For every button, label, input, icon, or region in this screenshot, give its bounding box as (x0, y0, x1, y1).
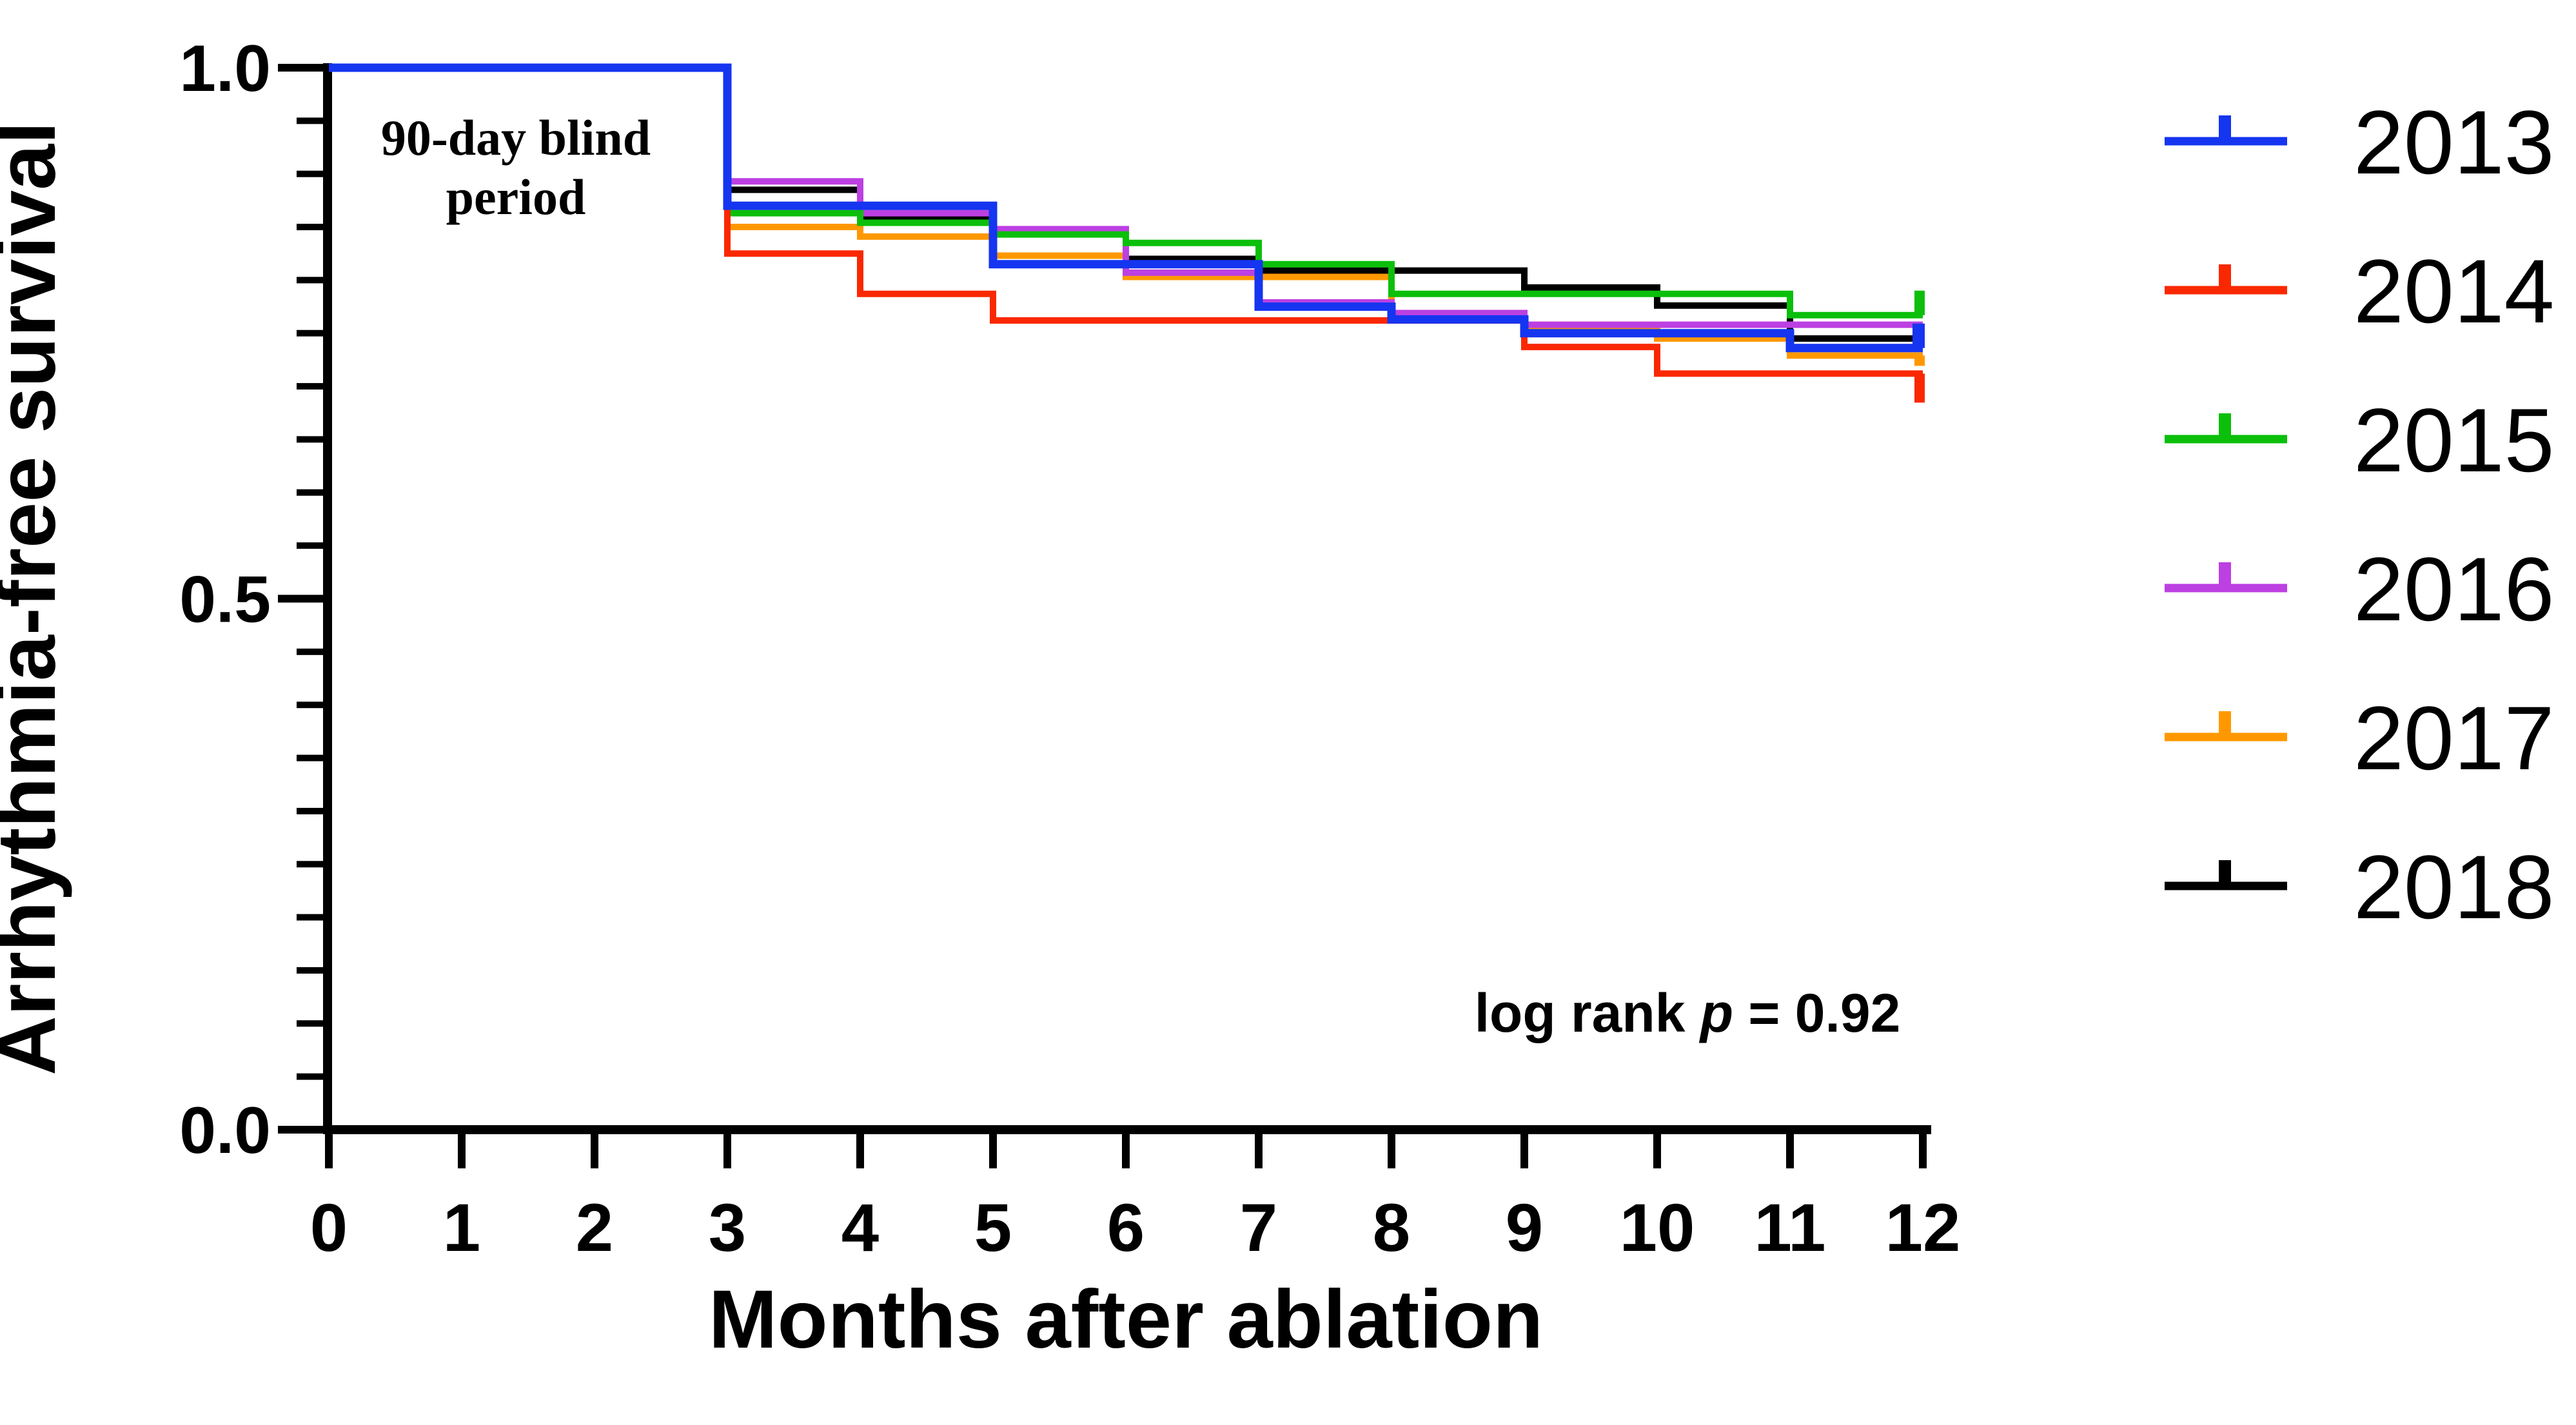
legend-label: 2014 (2354, 241, 2554, 342)
y-minor-tick (297, 383, 328, 390)
logrank-prefix: log rank (1475, 983, 1700, 1043)
x-tick (1786, 1130, 1794, 1168)
tick-layer: 0 1 2 3 4 5 6 7 8 9 10 11 121.00.50.0 (179, 32, 1960, 1266)
x-tick (989, 1130, 997, 1168)
y-minor-tick (297, 861, 328, 868)
x-axis-title: Months after ablation (709, 1273, 1543, 1366)
y-minor-tick (297, 754, 328, 762)
blind-period-line1: 90-day blind (381, 110, 651, 166)
series-line-2015 (329, 64, 1923, 319)
y-minor-tick (297, 967, 328, 974)
legend-tick-icon (2219, 413, 2231, 439)
x-tick-label: 0 (310, 1190, 348, 1266)
x-tick (723, 1130, 731, 1168)
y-minor-tick (297, 1020, 328, 1027)
series-line-2016 (329, 64, 1923, 328)
x-tick (1919, 1130, 1927, 1168)
blind-period-annotation: 90-day blind period (381, 110, 651, 225)
x-tick (1255, 1130, 1263, 1168)
legend-item-2015: 2015 (2165, 389, 2554, 491)
legend-item-2014: 2014 (2165, 241, 2554, 342)
x-tick (856, 1130, 864, 1168)
series-layer (329, 63, 1925, 403)
series-line-2014 (329, 64, 1923, 377)
legend-label: 2016 (2354, 538, 2554, 640)
logrank-p-symbol: p (1699, 983, 1733, 1043)
y-minor-tick (297, 489, 328, 496)
legend-tick-icon (2219, 115, 2231, 141)
x-tick-label: 1 (443, 1190, 480, 1266)
y-minor-tick (297, 224, 328, 231)
legend-label: 2017 (2354, 687, 2554, 789)
y-minor-tick (297, 436, 328, 443)
y-minor-tick (297, 329, 328, 337)
y-tick-label: 1.0 (179, 32, 271, 105)
x-tick-label: 9 (1506, 1190, 1543, 1266)
x-tick (1388, 1130, 1395, 1168)
y-tick (278, 64, 328, 72)
y-minor-tick (297, 648, 328, 655)
legend-item-2016: 2016 (2165, 538, 2554, 640)
x-tick-label: 2 (576, 1190, 613, 1266)
legend-item-2018: 2018 (2165, 836, 2554, 938)
y-axis-title: Arrhythmia-free survival (0, 121, 73, 1076)
y-minor-tick (297, 117, 328, 124)
x-tick (1653, 1130, 1661, 1168)
y-minor-tick (297, 702, 328, 709)
x-tick (591, 1130, 598, 1168)
legend-label: 2015 (2354, 389, 2554, 491)
legend-item-2017: 2017 (2165, 687, 2554, 789)
legend: 2013 2014 2015 2016 2017 2018 (2165, 92, 2554, 938)
x-tick (325, 1130, 333, 1168)
y-minor-tick (297, 170, 328, 177)
x-tick (1520, 1130, 1528, 1168)
x-tick-label: 5 (974, 1190, 1012, 1266)
legend-label: 2018 (2354, 836, 2554, 938)
y-minor-tick (297, 1073, 328, 1080)
x-tick (458, 1130, 466, 1168)
y-minor-tick (297, 542, 328, 549)
legend-tick-icon (2219, 711, 2231, 737)
x-tick-label: 11 (1755, 1190, 1826, 1266)
y-minor-tick (297, 914, 328, 921)
y-tick-label: 0.5 (179, 563, 271, 636)
y-minor-tick (297, 277, 328, 284)
x-tick-label: 3 (709, 1190, 746, 1266)
legend-item-2013: 2013 (2165, 92, 2554, 193)
x-tick-label: 12 (1885, 1190, 1961, 1266)
legend-tick-icon (2219, 264, 2231, 290)
y-tick-label: 0.0 (179, 1094, 271, 1167)
series-line-2013 (329, 63, 1923, 353)
y-minor-tick (297, 807, 328, 814)
x-tick-label: 8 (1373, 1190, 1410, 1266)
y-tick (278, 595, 328, 603)
legend-tick-icon (2219, 562, 2231, 588)
x-tick (1122, 1130, 1130, 1168)
x-tick-label: 4 (841, 1190, 879, 1266)
x-tick-label: 7 (1240, 1190, 1277, 1266)
legend-label: 2013 (2354, 92, 2554, 193)
x-tick-label: 6 (1107, 1190, 1145, 1266)
blind-period-line2: period (446, 169, 586, 225)
legend-tick-icon (2219, 860, 2231, 886)
logrank-value: = 0.92 (1733, 983, 1900, 1043)
logrank-annotation: log rank p = 0.92 (1475, 983, 1901, 1043)
x-tick-label: 10 (1620, 1190, 1695, 1266)
y-tick (278, 1126, 328, 1134)
